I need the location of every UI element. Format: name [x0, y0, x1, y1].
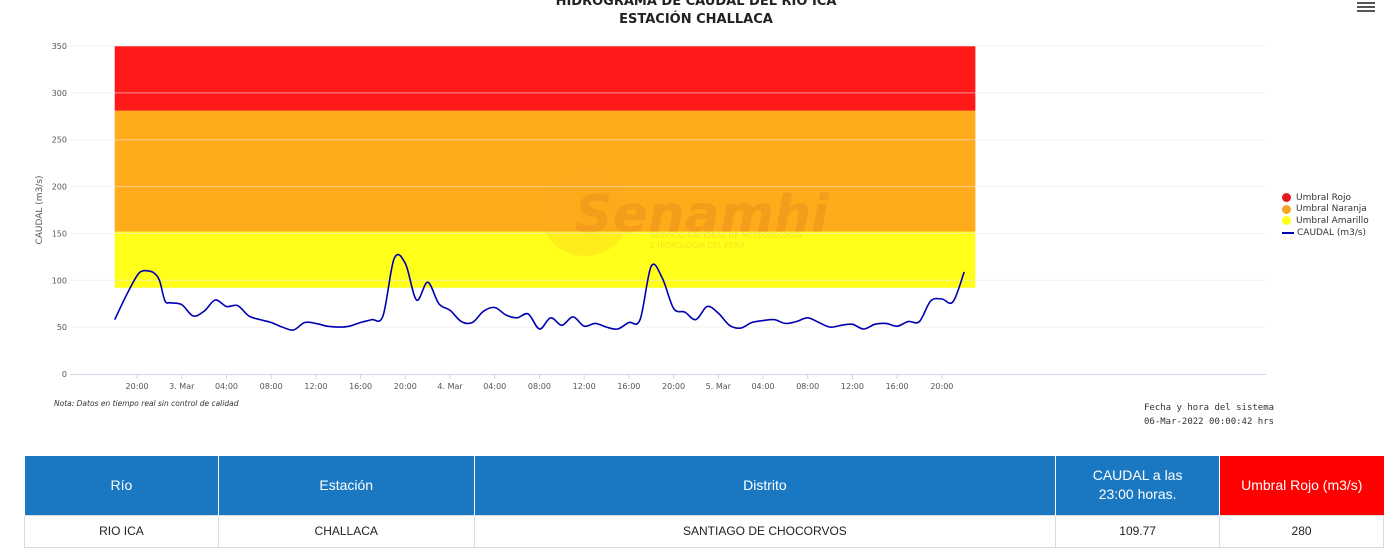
x-tick-label: 4. Mar — [437, 382, 463, 391]
legend-item-umbral-naranja[interactable]: Umbral Naranja — [1282, 204, 1392, 216]
x-tick-label: 04:00 — [483, 382, 506, 391]
watermark-line2: E HIDROLOGÍA DEL PERÚ — [650, 241, 744, 250]
menu-bar — [1357, 6, 1375, 8]
quality-note: Nota: Datos en tiempo real sin control d… — [54, 399, 239, 408]
x-tick-label: 08:00 — [796, 382, 819, 391]
y-tick-label: 300 — [52, 89, 67, 98]
system-time-label: Fecha y hora del sistema — [1144, 403, 1275, 413]
chart-title: HIDROGRAMA DE CAUDAL DEL RIO ICA — [555, 0, 837, 9]
legend-line-icon — [1282, 231, 1294, 234]
legend-label: Umbral Naranja — [1296, 204, 1367, 215]
axes: 0 50 100 150 200 250 300 350 20:00 3. Mar 04:00 08:… — [52, 42, 1266, 391]
legend-item-umbral-amarillo[interactable]: Umbral Amarillo — [1282, 215, 1392, 227]
cell-estacion: CHALLACA — [217, 514, 475, 548]
threshold-bands — [114, 46, 976, 288]
header-umbral-rojo: Umbral Rojo (m3/s) — [1219, 456, 1384, 515]
header-distrito: Distrito — [473, 456, 1056, 515]
x-tick-label: 04:00 — [751, 382, 774, 391]
station-table: Río Estación Distrito CAUDAL a las 23:00… — [24, 456, 1384, 548]
x-tick-label: 20:00 — [662, 382, 685, 391]
y-axis-label: CAUDAL (m3/s) — [35, 175, 45, 244]
x-tick-label: 16:00 — [349, 382, 372, 391]
band-umbral-rojo — [114, 46, 976, 111]
x-tick-label: 04:00 — [215, 382, 238, 391]
table-header-row: Río Estación Distrito CAUDAL a las 23:00… — [24, 456, 1384, 515]
cell-distrito: SANTIAGO DE CHOCORVOS — [473, 514, 1057, 548]
x-tick-label: 12:00 — [841, 382, 864, 391]
x-tick-label: 5. Mar — [706, 382, 732, 391]
header-caudal-line1: CAUDAL a las — [1092, 467, 1183, 484]
legend-dot-icon — [1282, 216, 1291, 226]
watermark-brand: Senamhi — [575, 185, 830, 245]
chart-subtitle: ESTACIÓN CHALLACA — [619, 12, 773, 27]
legend-dot-icon — [1282, 193, 1291, 203]
watermark-line1: SERVICIO NACIONAL DE METEOROLOGÍA — [650, 231, 803, 240]
x-tick-label: 16:00 — [886, 382, 909, 391]
x-tick-label: 12:00 — [573, 382, 596, 391]
x-tick-label: 08:00 — [260, 382, 283, 391]
band-umbral-naranja — [114, 110, 976, 232]
hydrograph-chart: Senamhi SERVICIO NACIONAL DE METEOROLOGÍ… — [35, 42, 1266, 391]
y-tick-label: 150 — [52, 229, 67, 238]
system-time-value: 06-Mar-2022 00:00:42 hrs — [1144, 417, 1275, 427]
x-tick-label: 3. Mar — [169, 382, 195, 391]
x-tick-label: 12:00 — [304, 382, 327, 391]
menu-bar — [1357, 10, 1375, 12]
y-tick-label: 200 — [52, 183, 67, 192]
legend-dot-icon — [1282, 204, 1291, 214]
cell-rio: RIO ICA — [24, 514, 219, 548]
y-tick-label: 250 — [52, 136, 67, 145]
chart-legend: Umbral Rojo Umbral Naranja Umbral Amaril… — [1282, 192, 1392, 238]
header-caudal: CAUDAL a las 23:00 horas. — [1055, 456, 1220, 515]
cell-umbral-rojo: 280 — [1219, 514, 1384, 548]
header-caudal-line2: 23:00 horas. — [1098, 486, 1177, 503]
cell-caudal: 109.77 — [1055, 514, 1221, 548]
x-tick-label: 20:00 — [126, 382, 149, 391]
chart-container: Senamhi SERVICIO NACIONAL DE METEOROLOGÍ… — [35, 0, 1392, 427]
chart-menu-button[interactable] — [1357, 0, 1375, 16]
grid — [70, 45, 1266, 328]
legend-label: CAUDAL (m3/s) — [1297, 227, 1367, 238]
table-row: RIO ICA CHALLACA SANTIAGO DE CHOCORVOS 1… — [24, 514, 1384, 548]
legend-item-caudal[interactable]: CAUDAL (m3/s) — [1282, 227, 1392, 239]
band-umbral-amarillo — [114, 231, 976, 288]
x-tick-label: 16:00 — [617, 382, 640, 391]
legend-label: Umbral Amarillo — [1296, 215, 1369, 226]
series — [113, 253, 965, 331]
legend-item-umbral-rojo[interactable]: Umbral Rojo — [1282, 192, 1392, 204]
y-tick-label: 100 — [52, 276, 67, 285]
header-estacion: Estación — [217, 456, 475, 515]
menu-bar — [1357, 2, 1375, 4]
y-tick-label: 350 — [52, 42, 67, 51]
x-tick-label: 20:00 — [394, 382, 417, 391]
series-line-caudal — [113, 253, 965, 331]
legend-label: Umbral Rojo — [1296, 192, 1352, 203]
header-rio: Río — [24, 456, 219, 515]
x-tick-label: 20:00 — [930, 382, 953, 391]
x-tick-label: 08:00 — [528, 382, 551, 391]
y-tick-label: 50 — [57, 323, 67, 332]
y-tick-label: 0 — [62, 370, 67, 379]
